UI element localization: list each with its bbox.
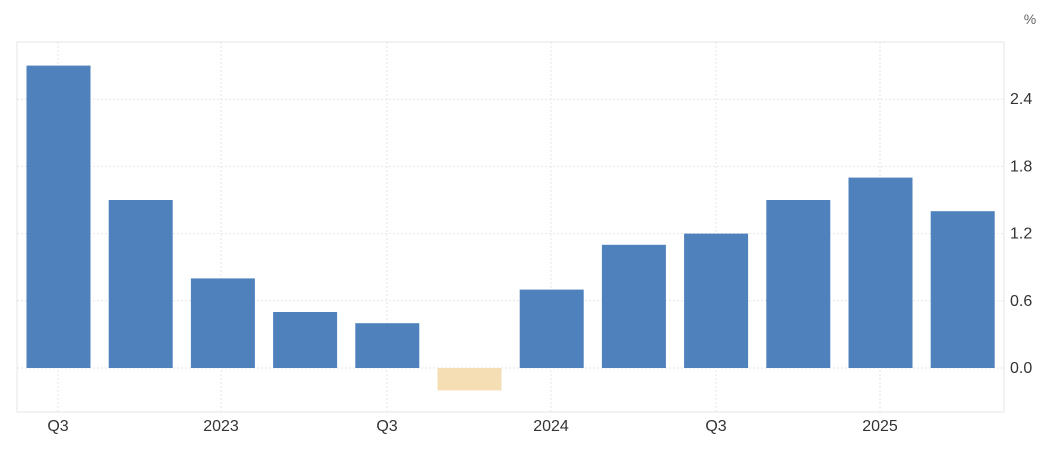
bar[interactable]	[684, 233, 749, 368]
bar[interactable]	[26, 65, 91, 368]
bar[interactable]	[108, 200, 173, 368]
x-tick-label: Q3	[705, 418, 726, 435]
bar[interactable]	[437, 368, 502, 391]
x-tick-label: 2024	[533, 418, 569, 435]
x-tick-label: 2025	[862, 418, 898, 435]
bar-layer	[26, 65, 995, 391]
y-tick-label: 1.2	[1010, 226, 1032, 243]
x-tick-label: Q3	[47, 418, 68, 435]
bar[interactable]	[601, 244, 666, 368]
unit-label: %	[1024, 11, 1036, 27]
bar[interactable]	[848, 177, 913, 368]
bar[interactable]	[273, 312, 338, 368]
y-tick-label: 2.4	[1010, 91, 1032, 108]
axis-layer: 0.0 0.6 1.2 1.8 2.4 Q3 2023 Q3 2024 Q3 2025	[47, 91, 1032, 435]
x-tick-label: Q3	[376, 418, 397, 435]
bar[interactable]	[190, 278, 255, 368]
plot-frame	[16, 41, 1005, 413]
y-tick-label: 0.6	[1010, 293, 1032, 310]
y-tick-label: 1.8	[1010, 158, 1032, 175]
bar[interactable]	[930, 211, 995, 368]
x-tick-label: 2023	[203, 418, 239, 435]
bar[interactable]	[355, 323, 420, 368]
bar[interactable]	[519, 289, 584, 368]
bar[interactable]	[766, 200, 831, 368]
y-tick-label: 0.0	[1010, 360, 1032, 377]
